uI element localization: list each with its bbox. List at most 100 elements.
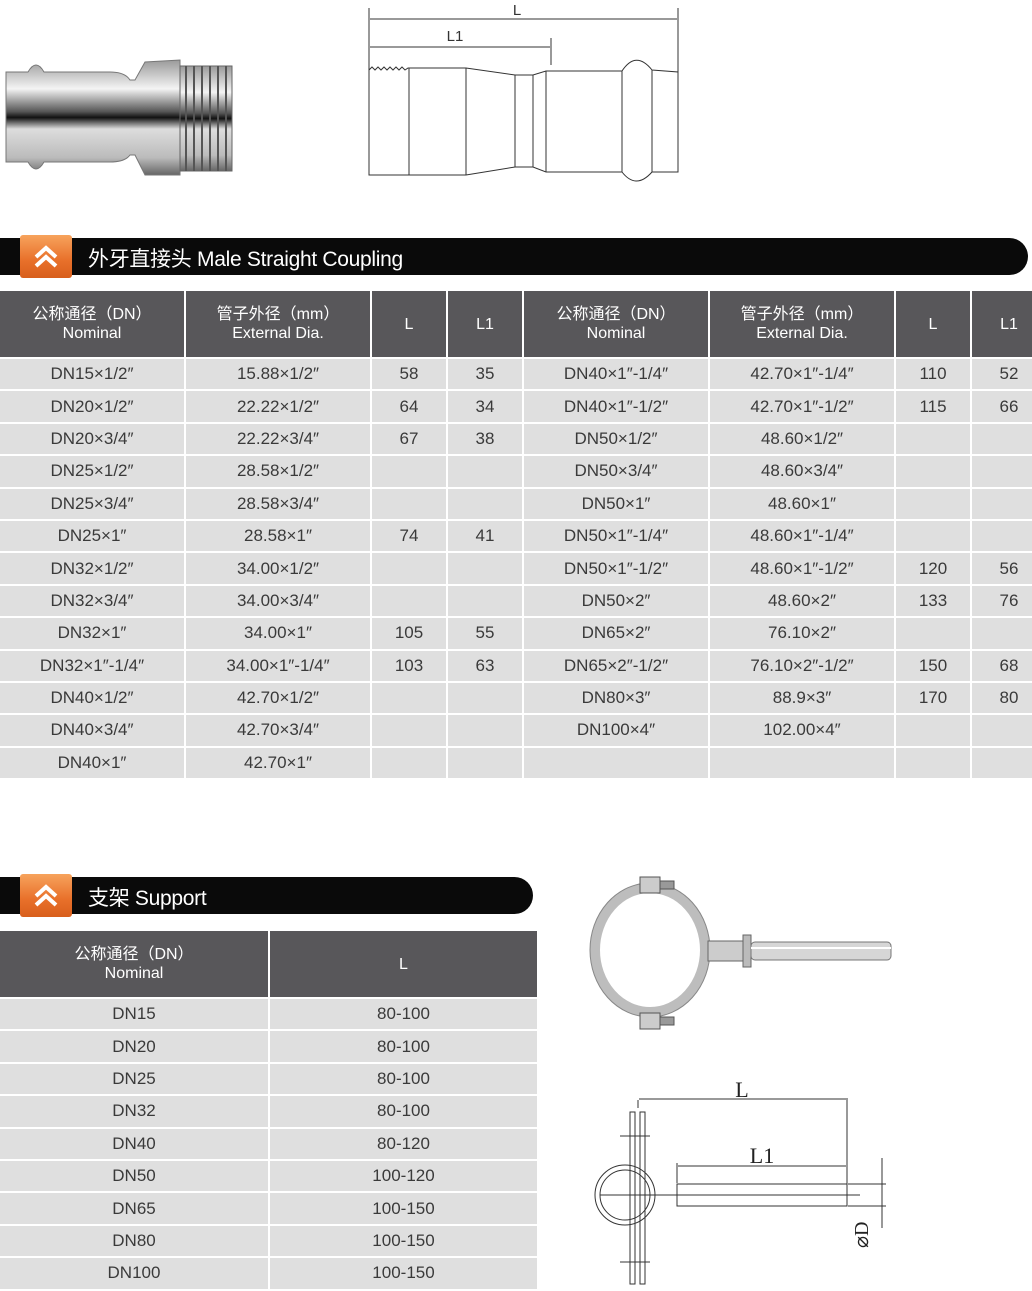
table-cell: 52 xyxy=(972,359,1032,390)
column-header-en: Nominal xyxy=(104,965,164,982)
table-cell: 74 xyxy=(372,520,446,552)
table-row: DN40×1/2″ 42.70×1/2″ DN80×3″ 88.9×3″ 170 80 xyxy=(0,682,1032,714)
table-cell: 80-100 xyxy=(270,999,537,1030)
table-cell xyxy=(372,715,446,746)
table-cell: 64 xyxy=(372,391,446,422)
support-drawing: L L1 ⌀D xyxy=(594,1077,886,1285)
table-row: DN32×1/2″ 34.00×1/2″ DN50×1″-1/2″ 48.60×1″-… xyxy=(0,553,1032,584)
table-cell: DN25×1/2″ xyxy=(0,456,184,487)
table-cell: 66 xyxy=(972,391,1032,422)
table-cell: 80-100 xyxy=(270,1031,537,1062)
table-cell xyxy=(448,585,522,617)
table-cell: 133 xyxy=(896,585,970,617)
column-header-cn: L1 xyxy=(1000,315,1018,333)
table-cell: DN80 xyxy=(0,1225,268,1257)
table-cell: 56 xyxy=(972,553,1032,584)
table-cell: 28.58×3/4″ xyxy=(186,488,370,519)
dim-label-L1: L1 xyxy=(750,1143,774,1168)
table-row: DN25 80-100 xyxy=(0,1063,537,1095)
table-cell: 22.22×1/2″ xyxy=(186,391,370,422)
table-cell: 76.10×2″ xyxy=(710,618,894,649)
table-cell: 68 xyxy=(972,650,1032,681)
table-cell: 42.70×3/4″ xyxy=(186,715,370,746)
table-cell: 34.00×3/4″ xyxy=(186,585,370,617)
table-cell: 76.10×2″-1/2″ xyxy=(710,650,894,681)
table-cell: 34.00×1/2″ xyxy=(186,553,370,584)
dim-label-L1: L1 xyxy=(447,28,464,45)
table-row: DN40 80-120 xyxy=(0,1128,537,1159)
table-cell: 48.60×1/2″ xyxy=(710,423,894,455)
table-cell: DN65 xyxy=(0,1193,268,1224)
table-cell: 28.58×1″ xyxy=(186,520,370,552)
table-cell: DN32×1/2″ xyxy=(0,553,184,584)
column-header-en: Nominal xyxy=(62,325,122,342)
table-cell: 48.60×3/4″ xyxy=(710,456,894,487)
male-coupling-photo xyxy=(5,59,233,176)
section-banner-support: 支架 Support xyxy=(0,874,533,917)
table-cell xyxy=(372,585,446,617)
column-header: 管子外径（mm） External Dia. xyxy=(710,291,894,357)
table-cell: 80-120 xyxy=(270,1128,537,1159)
table-cell: 34.00×1″-1/4″ xyxy=(186,650,370,681)
table-cell: 105 xyxy=(372,618,446,649)
table-row: DN32×3/4″ 34.00×3/4″ DN50×2″ 48.60×2″ 133 76 xyxy=(0,585,1032,617)
table-row: DN32 80-100 xyxy=(0,1096,537,1127)
table-cell: 55 xyxy=(448,618,522,649)
table-cell: 80 xyxy=(972,682,1032,714)
table-cell: DN40×3/4″ xyxy=(0,715,184,746)
table-cell: DN40×1″-1/2″ xyxy=(524,391,708,422)
column-header-cn: L xyxy=(928,315,938,333)
double-chevron-up-icon xyxy=(20,874,72,917)
table-cell: DN20×3/4″ xyxy=(0,423,184,455)
table-cell: 150 xyxy=(896,650,970,681)
table-row: DN40×1″ 42.70×1″ xyxy=(0,747,1032,779)
column-header: L xyxy=(896,291,970,357)
table-cell: 100-150 xyxy=(270,1193,537,1224)
table-cell: 42.70×1/2″ xyxy=(186,682,370,714)
table-cell xyxy=(896,423,970,455)
column-header-cn: 公称通径（DN） xyxy=(74,946,194,963)
column-header-cn: 公称通径（DN） xyxy=(32,306,152,323)
table-cell: DN100 xyxy=(0,1258,268,1289)
table-cell xyxy=(896,747,970,779)
table-cell: DN100×4″ xyxy=(524,715,708,746)
table-cell xyxy=(896,456,970,487)
table-row: DN32×1″ 34.00×1″ 105 55 DN65×2″ 76.10×2″ xyxy=(0,618,1032,649)
table-cell xyxy=(896,715,970,746)
table-cell xyxy=(710,747,894,779)
table-cell xyxy=(448,682,522,714)
dim-label-L: L xyxy=(513,2,521,19)
table-cell xyxy=(972,520,1032,552)
table-cell: DN32×1″ xyxy=(0,618,184,649)
table-cell: DN40×1″-1/4″ xyxy=(524,359,708,390)
column-header-en: Nominal xyxy=(586,325,646,342)
column-header-cn: L xyxy=(399,955,408,973)
table-cell xyxy=(448,553,522,584)
table-cell: 42.70×1″ xyxy=(186,747,370,779)
table-cell xyxy=(896,618,970,649)
table-cell: DN25×3/4″ xyxy=(0,488,184,519)
table-cell: 48.60×1″ xyxy=(710,488,894,519)
table-cell xyxy=(972,747,1032,779)
table-cell: 41 xyxy=(448,520,522,552)
table-row: DN25×1/2″ 28.58×1/2″ DN50×3/4″ 48.60×3/4″ xyxy=(0,456,1032,487)
double-chevron-up-icon xyxy=(20,235,72,278)
table-row: DN80 100-150 xyxy=(0,1225,537,1257)
table-cell xyxy=(448,715,522,746)
table-cell: DN65×2″-1/2″ xyxy=(524,650,708,681)
table-cell: DN32 xyxy=(0,1096,268,1127)
table-cell: 28.58×1/2″ xyxy=(186,456,370,487)
table-cell: DN65×2″ xyxy=(524,618,708,649)
table-cell: 35 xyxy=(448,359,522,390)
table-cell xyxy=(972,618,1032,649)
table-cell xyxy=(972,488,1032,519)
column-header-cn: L xyxy=(404,315,414,333)
table-cell: DN50×1″-1/2″ xyxy=(524,553,708,584)
table-cell: 102.00×4″ xyxy=(710,715,894,746)
table-cell: 80-100 xyxy=(270,1063,537,1095)
table-cell xyxy=(972,715,1032,746)
table-cell: 58 xyxy=(372,359,446,390)
table-cell: 38 xyxy=(448,423,522,455)
table-row: DN65 100-150 xyxy=(0,1193,537,1224)
table-cell: 34 xyxy=(448,391,522,422)
